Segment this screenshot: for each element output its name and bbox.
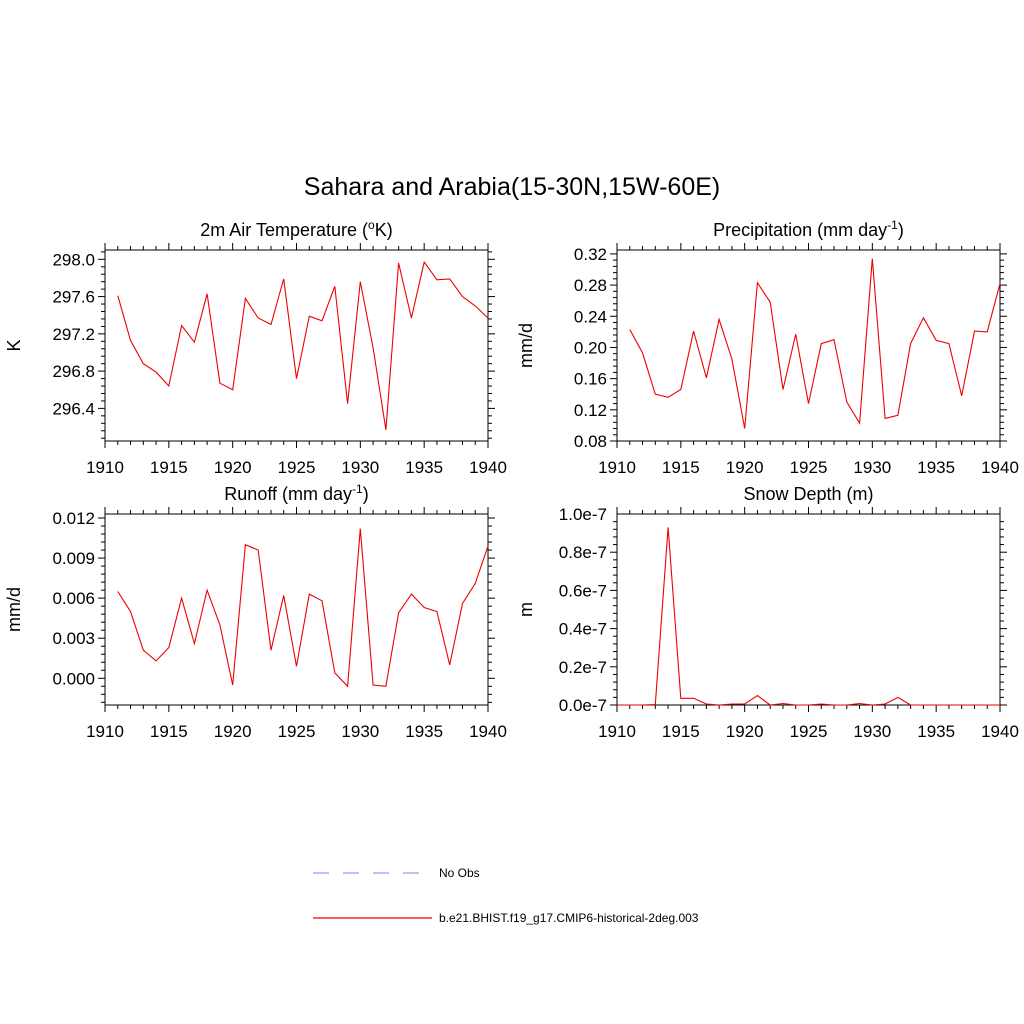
series-line-model — [117, 528, 489, 688]
panel-title: Snow Depth (m) — [743, 484, 873, 504]
x-tick-label: 1925 — [278, 458, 316, 477]
x-tick-label: 1935 — [917, 458, 955, 477]
y-tick-label: 0.28 — [574, 276, 607, 295]
panel-title-text: 2m Air Temperature ( — [200, 220, 368, 240]
x-tick-label: 1940 — [469, 722, 507, 741]
x-tick-label: 1940 — [981, 458, 1019, 477]
x-tick-label: 1935 — [405, 722, 443, 741]
panel-title-text: Runoff (mm day — [224, 484, 352, 504]
x-tick-label: 1915 — [662, 722, 700, 741]
y-tick-label: 0.6e-7 — [559, 581, 607, 600]
x-tick-label: 1940 — [469, 458, 507, 477]
y-tick-label: 0.8e-7 — [559, 543, 607, 562]
chart-panel-2: Precipitation (mm day-1) 1910 1915 1920 1925… — [516, 218, 1019, 477]
panel-title: Precipitation (mm day-1) — [713, 218, 904, 240]
y-axis-label: m — [516, 602, 536, 617]
y-tick-label: 296.4 — [52, 399, 95, 418]
panel-title-text: Snow Depth (m) — [743, 484, 873, 504]
y-axis-label: K — [4, 339, 24, 351]
panel-title-tail: ) — [898, 220, 904, 240]
x-tick-label: 1910 — [86, 458, 124, 477]
y-tick-label: 0.2e-7 — [559, 658, 607, 677]
x-tick-label: 1910 — [598, 458, 636, 477]
series-line-model — [629, 258, 1001, 429]
panel-title: Runoff (mm day-1) — [224, 482, 368, 504]
x-tick-label: 1920 — [726, 458, 764, 477]
y-tick-label: 0.012 — [52, 509, 95, 528]
y-tick-label: 0.32 — [574, 245, 607, 264]
legend-label: No Obs — [439, 866, 480, 880]
x-tick-label: 1915 — [662, 458, 700, 477]
x-tick-label: 1920 — [214, 722, 252, 741]
x-tick-label: 1940 — [981, 722, 1019, 741]
y-tick-label: 296.8 — [52, 362, 95, 381]
y-tick-label: 0.0e-7 — [559, 696, 607, 715]
y-tick-label: 1.0e-7 — [559, 505, 607, 524]
x-tick-label: 1935 — [405, 458, 443, 477]
y-tick-label: 0.12 — [574, 401, 607, 420]
x-tick-label: 1910 — [86, 722, 124, 741]
panel-title-tail: ) — [363, 484, 369, 504]
panel-title: 2m Air Temperature (oK) — [200, 218, 392, 240]
x-tick-label: 1930 — [853, 458, 891, 477]
series-line-model — [117, 260, 489, 430]
panel-title-superscript: -1 — [887, 218, 898, 232]
y-tick-label: 297.6 — [52, 288, 95, 307]
panel-title-text: Precipitation (mm day — [713, 220, 887, 240]
y-tick-label: 298.0 — [52, 250, 95, 269]
plot-frame — [616, 249, 1001, 442]
plot-frame — [104, 249, 489, 442]
x-tick-label: 1910 — [598, 722, 636, 741]
x-tick-label: 1925 — [790, 722, 828, 741]
panel-title-superscript: o — [368, 218, 375, 232]
chart-panel-1: 2m Air Temperature (oK) 1910 1915 1920 1925 1… — [4, 218, 507, 477]
x-tick-label: 1920 — [214, 458, 252, 477]
y-tick-label: 0.16 — [574, 370, 607, 389]
x-tick-label: 1915 — [150, 458, 188, 477]
main-title: Sahara and Arabia(15-30N,15W-60E) — [304, 173, 720, 201]
chart-panel-4: Snow Depth (m) 1910 1915 1920 1925 1930 1935 19… — [516, 484, 1019, 741]
y-tick-label: 297.2 — [52, 325, 95, 344]
y-tick-label: 0.003 — [52, 629, 95, 648]
x-tick-label: 1930 — [341, 458, 379, 477]
legend: No Obs b.e21.BHIST.f19_g17.CMIP6-historic… — [313, 866, 699, 925]
y-tick-label: 0.20 — [574, 338, 607, 357]
series-line-model — [617, 527, 1000, 706]
y-tick-label: 0.009 — [52, 549, 95, 568]
x-tick-label: 1920 — [726, 722, 764, 741]
y-tick-label: 0.4e-7 — [559, 620, 607, 639]
y-tick-label: 0.08 — [574, 432, 607, 451]
chart-panel-3: Runoff (mm day-1) 1910 1915 1920 1925 1930 193… — [4, 482, 507, 741]
x-tick-label: 1925 — [278, 722, 316, 741]
y-tick-label: 0.006 — [52, 589, 95, 608]
panel-title-superscript: -1 — [352, 482, 363, 496]
x-tick-label: 1930 — [341, 722, 379, 741]
y-tick-label: 0.24 — [574, 307, 607, 326]
x-tick-label: 1925 — [790, 458, 828, 477]
y-tick-label: 0.000 — [52, 669, 95, 688]
y-axis-label: mm/d — [4, 587, 24, 632]
legend-label: b.e21.BHIST.f19_g17.CMIP6-historical-2de… — [439, 911, 699, 925]
y-axis-label: mm/d — [516, 323, 536, 368]
x-tick-label: 1935 — [917, 722, 955, 741]
x-tick-label: 1930 — [853, 722, 891, 741]
panel-title-tail: K) — [375, 220, 393, 240]
x-tick-label: 1915 — [150, 722, 188, 741]
